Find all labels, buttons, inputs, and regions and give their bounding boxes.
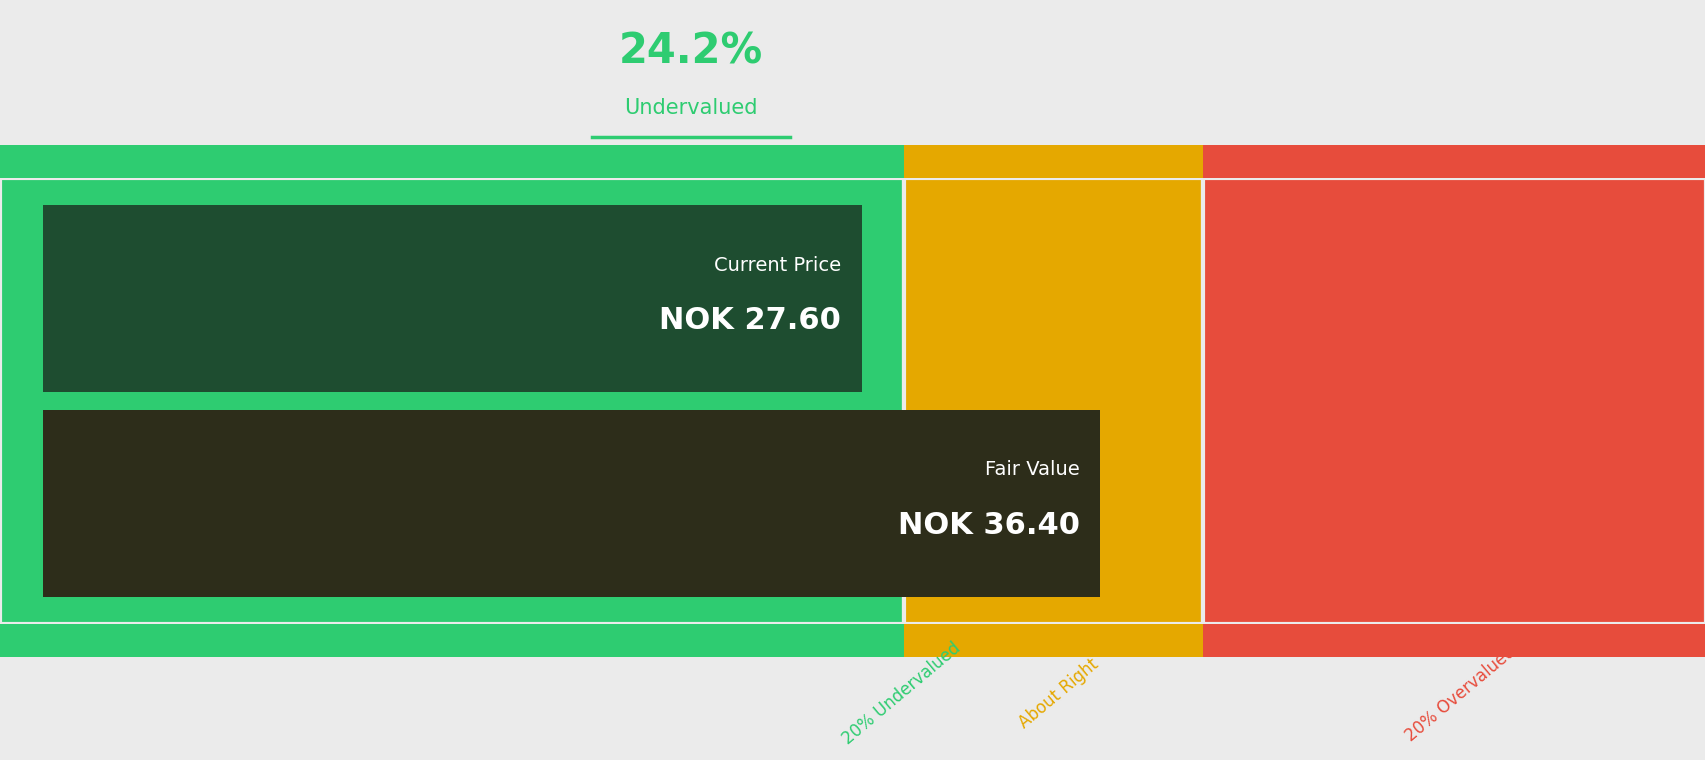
Bar [1202, 144, 1705, 178]
Text: 24.2%: 24.2% [619, 31, 762, 73]
Text: Undervalued: Undervalued [624, 97, 757, 118]
Bar [904, 178, 1202, 624]
Bar [43, 410, 1100, 597]
Text: 20% Overvalued: 20% Overvalued [1402, 642, 1517, 745]
Text: 20% Undervalued: 20% Undervalued [839, 639, 963, 748]
Bar [0, 178, 904, 624]
Text: NOK 27.60: NOK 27.60 [658, 306, 841, 335]
Bar [1202, 624, 1705, 657]
Text: Current Price: Current Price [713, 255, 841, 274]
Text: About Right: About Right [1014, 655, 1101, 732]
Bar [43, 205, 861, 392]
Text: Fair Value: Fair Value [984, 461, 1079, 480]
Bar [1202, 178, 1705, 624]
Bar [0, 624, 904, 657]
Text: NOK 36.40: NOK 36.40 [897, 511, 1079, 540]
Bar [904, 624, 1202, 657]
Bar [904, 144, 1202, 178]
Bar [0, 144, 904, 178]
